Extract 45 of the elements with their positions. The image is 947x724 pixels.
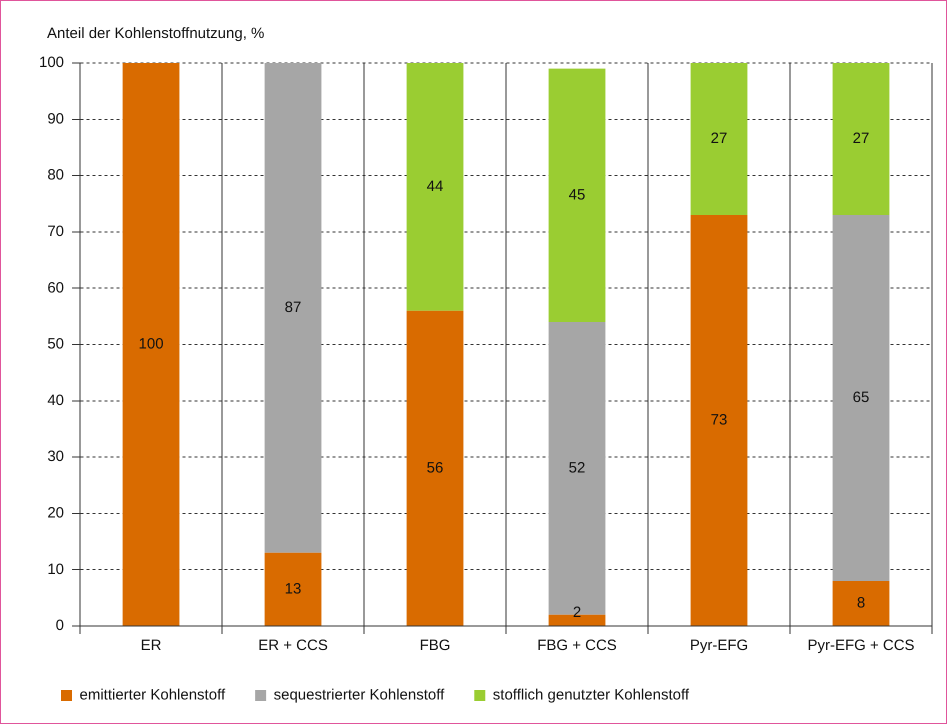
data-label: 8: [856, 594, 866, 612]
bar: [122, 63, 180, 626]
y-tick-label: 70: [47, 223, 64, 240]
data-label: 56: [426, 459, 444, 476]
bar: [690, 215, 748, 626]
bar: [832, 63, 890, 216]
bar: [406, 63, 464, 311]
data-label: 13: [284, 580, 302, 598]
bar: [264, 63, 322, 553]
legend-label: stofflich genutzter Kohlenstoff: [492, 686, 690, 704]
y-tick-label: 60: [47, 279, 64, 296]
y-tick-label: 90: [47, 110, 64, 128]
bar: [406, 310, 464, 626]
y-tick-label: 0: [56, 617, 64, 634]
data-label: 27: [710, 130, 728, 148]
data-label: 52: [568, 460, 586, 476]
x-tick-label: Pyr-EFG + CCS: [807, 637, 915, 654]
data-label: 87: [284, 299, 302, 316]
legend-label: emittierter Kohlenstoff: [80, 686, 226, 704]
y-tick-label: 10: [47, 560, 64, 578]
y-tick-label: 40: [47, 392, 64, 409]
y-tick-label: 80: [47, 166, 64, 184]
x-tick-label: Pyr-EFG: [690, 637, 748, 654]
legend-label: sequestrierter Kohlenstoff: [274, 686, 446, 704]
x-tick-label: FBG: [420, 637, 450, 654]
bar: [832, 580, 890, 626]
y-tick-label: 100: [38, 54, 64, 72]
bar: [690, 63, 748, 216]
y-tick-label: 30: [47, 448, 64, 466]
data-label: 100: [138, 335, 164, 352]
x-tick-label: ER + CCS: [258, 637, 328, 654]
x-tick-label: ER: [140, 637, 162, 654]
bar: [264, 552, 322, 626]
data-label: 73: [710, 411, 728, 428]
bar: [548, 322, 606, 615]
data-label: 44: [426, 178, 444, 195]
data-label: 65: [852, 389, 870, 406]
data-label: 27: [852, 130, 870, 148]
data-label: 45: [568, 186, 586, 204]
x-tick-label: FBG + CCS: [537, 637, 617, 654]
y-tick-label: 20: [47, 504, 64, 522]
y-axis-title: Anteil der Kohlenstoffnutzung, %: [47, 25, 264, 42]
y-tick-label: 50: [47, 336, 64, 353]
bar: [832, 215, 890, 581]
bar: [548, 68, 606, 322]
